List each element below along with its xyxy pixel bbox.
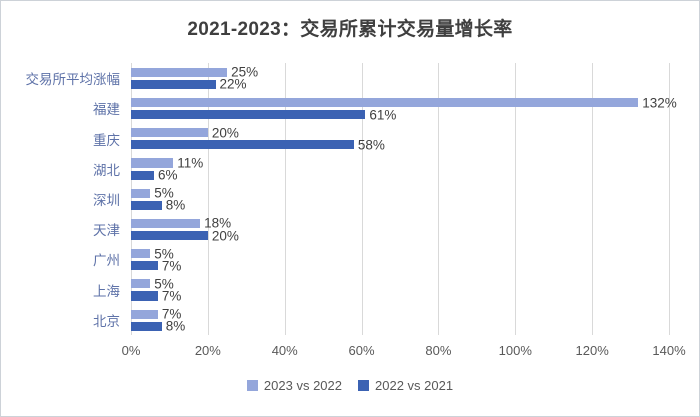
gridline <box>669 63 670 335</box>
value-label: 8% <box>165 318 186 334</box>
category-label: 天津 <box>93 223 120 239</box>
category-label: 交易所平均涨幅 <box>25 72 121 88</box>
x-tick-label: 60% <box>348 343 375 358</box>
bar-group: 11% 6% <box>131 154 669 184</box>
x-axis: 0% 20% 40% 60% 80% 100% 120% 140% <box>122 343 686 361</box>
bar-group: 5% 8% <box>131 184 669 214</box>
bar-group: 5% 7% <box>131 275 669 305</box>
gridline <box>361 63 363 335</box>
category-axis: 交易所平均涨幅福建重庆湖北深圳天津广州上海北京 <box>7 63 127 335</box>
bar-2023-vs-2022: 20% <box>131 125 239 140</box>
value-label: 7% <box>161 258 182 274</box>
category-label: 湖北 <box>93 162 120 178</box>
gridline <box>284 63 286 335</box>
legend-label: 2022 vs 2021 <box>375 378 454 393</box>
value-label: 5% <box>154 276 174 292</box>
category-label: 重庆 <box>93 132 120 148</box>
bar-group: 18% 20% <box>131 214 669 244</box>
bar-2022-vs-2021: 6% <box>131 168 178 183</box>
gridline <box>515 63 517 335</box>
bars-layer: 25% 22% 132% 61% 20% 58% 11% 6% 5% 8% 18% 20% 5% 7% 5%… <box>131 63 677 335</box>
bar-2022-vs-2021: 7% <box>131 289 181 304</box>
x-tick-label: 40% <box>271 343 298 358</box>
value-label: 7% <box>161 306 182 322</box>
chart-title: 2021-2023：交易所累计交易量增长率 <box>187 19 513 40</box>
bar-2023-vs-2022: 132% <box>131 95 677 110</box>
value-label: 20% <box>211 125 239 141</box>
category-label: 广州 <box>93 253 120 269</box>
bar-group: 20% 58% <box>131 123 669 153</box>
gridline <box>131 63 132 335</box>
bar-2022-vs-2021: 8% <box>131 319 185 334</box>
x-tick-label: 100% <box>498 343 532 358</box>
bar-2023-vs-2022: 7% <box>131 307 181 322</box>
value-label: 18% <box>204 215 232 231</box>
gridline <box>438 63 440 335</box>
bar-group: 132% 61% <box>131 93 677 123</box>
x-tick-label: 140% <box>652 343 686 358</box>
gridline <box>592 63 594 335</box>
legend-swatch <box>246 380 258 391</box>
bar-2023-vs-2022: 18% <box>131 216 231 231</box>
legend-swatch <box>358 380 369 391</box>
value-label: 7% <box>161 288 182 304</box>
legend-item-2023-vs-2022: 2023 vs 2022 <box>246 378 342 393</box>
value-label: 22% <box>219 76 247 92</box>
bar-2023-vs-2022: 11% <box>131 156 203 171</box>
x-tick-label: 120% <box>575 343 609 358</box>
bar-2023-vs-2022: 25% <box>131 65 258 80</box>
category-label: 上海 <box>93 283 120 299</box>
legend-label: 2023 vs 2022 <box>263 378 342 393</box>
x-tick-label: 20% <box>194 343 221 358</box>
plot-area: 25% 22% 132% 61% 20% 58% 11% 6% 5% 8% 18% 20% 5% 7% 5%… <box>131 63 677 335</box>
gridline <box>207 63 209 335</box>
value-label: 8% <box>165 197 186 213</box>
value-label: 6% <box>158 167 178 183</box>
legend-item-2022-vs-2021: 2022 vs 2021 <box>358 378 453 393</box>
bar-2023-vs-2022: 5% <box>131 186 174 201</box>
value-label: 5% <box>154 185 174 201</box>
bar-2023-vs-2022: 5% <box>131 276 174 291</box>
value-label: 61% <box>369 107 397 123</box>
category-label: 北京 <box>93 313 120 329</box>
bar-group: 7% 8% <box>131 305 669 335</box>
category-label: 深圳 <box>93 192 120 208</box>
bar-2023-vs-2022: 5% <box>131 246 174 261</box>
bar-2022-vs-2021: 7% <box>131 258 181 273</box>
value-label: 132% <box>642 95 677 111</box>
bar-2022-vs-2021: 61% <box>131 107 396 122</box>
bar-group: 5% 7% <box>131 244 669 274</box>
value-label: 11% <box>177 155 204 171</box>
bar-2022-vs-2021: 22% <box>131 77 247 92</box>
value-label: 25% <box>231 64 259 80</box>
bar-2022-vs-2021: 8% <box>131 198 185 213</box>
legend: 2023 vs 2022 2022 vs 2021 <box>1 378 699 393</box>
bar-2022-vs-2021: 58% <box>131 137 385 152</box>
x-tick-label: 80% <box>425 343 452 358</box>
bar-2022-vs-2021: 20% <box>131 228 239 243</box>
value-label: 58% <box>357 137 385 153</box>
category-label: 福建 <box>93 102 120 118</box>
x-tick-label: 0% <box>121 343 141 358</box>
value-label: 20% <box>211 228 239 244</box>
bar-group: 25% 22% <box>131 63 669 93</box>
value-label: 5% <box>154 246 174 262</box>
